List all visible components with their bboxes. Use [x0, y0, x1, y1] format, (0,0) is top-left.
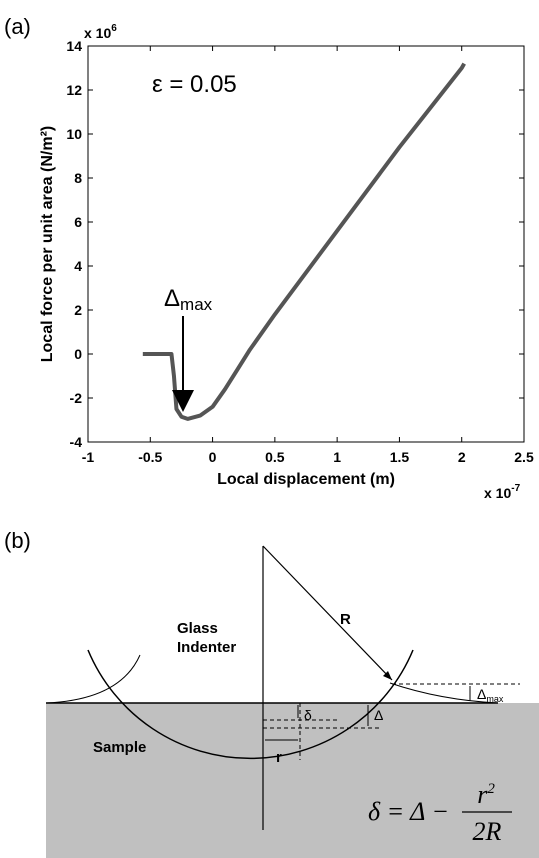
y-multiplier: x 106	[84, 23, 117, 41]
x-tick-label: 0.5	[265, 449, 285, 465]
indenter-label: Glass	[177, 620, 218, 637]
x-tick-label: -0.5	[138, 449, 162, 465]
y-tick-label: 12	[66, 82, 82, 98]
y-tick-label: 8	[74, 170, 82, 186]
formula-lhs: δ = Δ −	[368, 797, 449, 826]
x-tick-label: -1	[82, 449, 95, 465]
delta-sub: max	[180, 295, 213, 314]
radius-line	[263, 546, 392, 680]
y-multiplier-exp: 6	[111, 23, 117, 34]
y-multiplier-base: x 10	[84, 25, 111, 41]
y-axis-label: Local force per unit area (N/m²)	[39, 126, 56, 363]
x-multiplier: x 10-7	[484, 483, 521, 501]
delta-symbol: Δ	[477, 686, 486, 702]
y-tick-label: 0	[74, 346, 82, 362]
y-tick-label: 4	[74, 258, 82, 274]
y-tick-label: 14	[66, 38, 82, 54]
x-tick-label: 2.5	[514, 449, 534, 465]
x-axis-label: Local displacement (m)	[217, 471, 395, 488]
y-tick-label: 6	[74, 214, 82, 230]
plot-frame	[88, 46, 524, 442]
x-tick-label: 2	[458, 449, 466, 465]
x-tick-label: 0	[209, 449, 217, 465]
delta-max-label: Δmax	[477, 686, 504, 704]
figure: (a) -1 -0.5 0 0.5 1 1.5 2 2.5 -4 -2 0 2 4 6 8 10 12 14 Lo…	[0, 0, 539, 858]
y-tick-label: -4	[70, 434, 83, 450]
delta-max-annotation: Δmax	[164, 285, 213, 314]
sample	[46, 703, 539, 858]
r-label: r	[276, 749, 282, 766]
x-multiplier-base: x 10	[484, 485, 511, 501]
numerator-exp: 2	[487, 781, 495, 797]
chart: -1 -0.5 0 0.5 1 1.5 2 2.5 -4 -2 0 2 4 6 8 10 12 14	[66, 38, 534, 465]
delta-symbol: Δ	[164, 285, 180, 312]
indenter-label: Indenter	[177, 639, 236, 656]
y-tick-label: 10	[66, 126, 82, 142]
sample-label: Sample	[93, 739, 146, 756]
big-delta-label: Δ	[374, 707, 383, 723]
delta-sub: max	[486, 694, 504, 704]
y-tick-label: 2	[74, 302, 82, 318]
panel-label: (a)	[4, 14, 31, 39]
y-tick-label: -2	[70, 390, 83, 406]
formula-denominator: 2R	[473, 817, 502, 846]
epsilon-annotation: ε = 0.05	[152, 71, 237, 98]
small-delta-label: δ	[304, 707, 312, 723]
x-tick-label: 1.5	[390, 449, 410, 465]
x-multiplier-exp: -7	[511, 483, 520, 494]
x-tick-label: 1	[333, 449, 341, 465]
radius-label: R	[340, 611, 351, 628]
data-line	[143, 64, 464, 419]
panel-label: (b)	[4, 528, 31, 553]
